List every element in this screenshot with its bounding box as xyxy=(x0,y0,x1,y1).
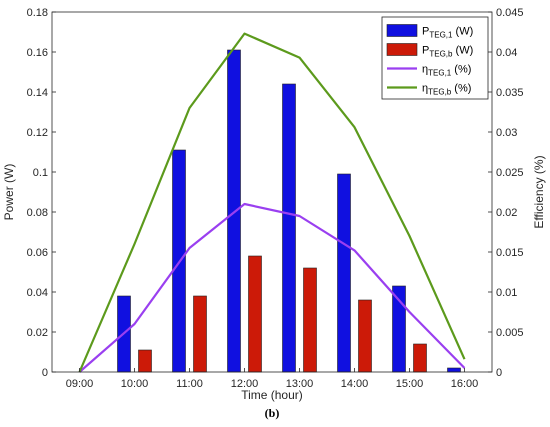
lines xyxy=(78,32,466,373)
plot-frame xyxy=(51,11,493,373)
x-tick-label: 13:00 xyxy=(286,378,314,390)
y-axis-right-title: Efficiency (%) xyxy=(532,155,546,228)
legend-swatch xyxy=(386,24,418,37)
left-tick-label: 0.14 xyxy=(27,87,48,99)
right-tick-label: 0.01 xyxy=(496,287,517,299)
bar-p-teg-1-14:00 xyxy=(337,173,351,373)
right-tick-label: 0.025 xyxy=(496,167,524,179)
x-tick-label: 12:00 xyxy=(231,378,259,390)
legend-swatch xyxy=(386,43,418,56)
legend-label: ηTEG,1 (%) xyxy=(422,64,471,78)
x-tick-label: 11:00 xyxy=(176,378,203,390)
left-tick-label: 0.06 xyxy=(27,247,48,259)
figure-caption: (b) xyxy=(265,406,280,420)
bar-p-teg-b-12:00 xyxy=(248,255,262,373)
legend-label: ηTEG,b (%) xyxy=(422,83,471,97)
left-tick-label: 0.16 xyxy=(27,47,48,59)
left-tick-label: 0.12 xyxy=(27,127,48,139)
bar-p-teg-b-14:00 xyxy=(358,299,372,373)
x-axis-title: Time (hour) xyxy=(241,388,303,402)
left-tick-label: 0 xyxy=(42,367,48,379)
line-eta-teg-1 xyxy=(78,202,466,373)
right-tick-label: 0.035 xyxy=(496,87,524,99)
right-tick-label: 0 xyxy=(496,367,502,379)
bar-p-teg-b-10:00 xyxy=(138,349,152,373)
left-tick-label: 0.02 xyxy=(27,327,48,339)
right-tick-label: 0.03 xyxy=(496,127,517,139)
bar-p-teg-b-11:00 xyxy=(193,295,207,373)
bar-p-teg-1-16:00 xyxy=(447,367,461,373)
x-tick-label: 10:00 xyxy=(121,378,149,390)
left-tick-label: 0.18 xyxy=(27,7,48,19)
y-axis-left-title: Power (W) xyxy=(2,164,16,221)
bar-p-teg-b-13:00 xyxy=(303,267,317,373)
x-tick-label: 09:00 xyxy=(66,378,94,390)
right-tick-label: 0.005 xyxy=(496,327,524,339)
right-axis-ticks: 0 0.005 0.01 0.015 0.02 0.025 0.03 0.035 0.04 0.0… xyxy=(488,7,524,379)
x-tick-label: 16:00 xyxy=(451,378,479,390)
right-tick-label: 0.045 xyxy=(496,7,524,19)
legend-label: PTEG,b (W) xyxy=(422,45,473,59)
left-tick-label: 0.08 xyxy=(27,207,48,219)
bar-p-teg-b-15:00 xyxy=(413,343,427,373)
left-axis-ticks: 0 0.02 0.04 0.06 0.08 0.1 0.12 0.14 0.16 0.18 xyxy=(27,7,56,379)
left-tick-label: 0.04 xyxy=(27,287,48,299)
left-tick-label: 0.1 xyxy=(33,167,48,179)
right-tick-label: 0.015 xyxy=(496,247,524,259)
right-tick-label: 0.04 xyxy=(496,47,517,59)
x-axis-ticks: 09:00 10:00 11:00 12:00 13:00 14:00 15:00 16:00 xyxy=(66,368,479,390)
axes xyxy=(51,11,493,373)
legend-label: PTEG,1 (W) xyxy=(422,26,473,40)
bars xyxy=(117,49,461,373)
bar-p-teg-1-13:00 xyxy=(282,83,296,373)
line-eta-teg-b xyxy=(78,32,466,373)
x-tick-label: 15:00 xyxy=(396,378,424,390)
x-tick-label: 14:00 xyxy=(341,378,369,390)
right-tick-label: 0.02 xyxy=(496,207,517,219)
legend: PTEG,1 (W) PTEG,b (W) ηTEG,1 (%) ηTEG,b (%) xyxy=(381,16,489,100)
